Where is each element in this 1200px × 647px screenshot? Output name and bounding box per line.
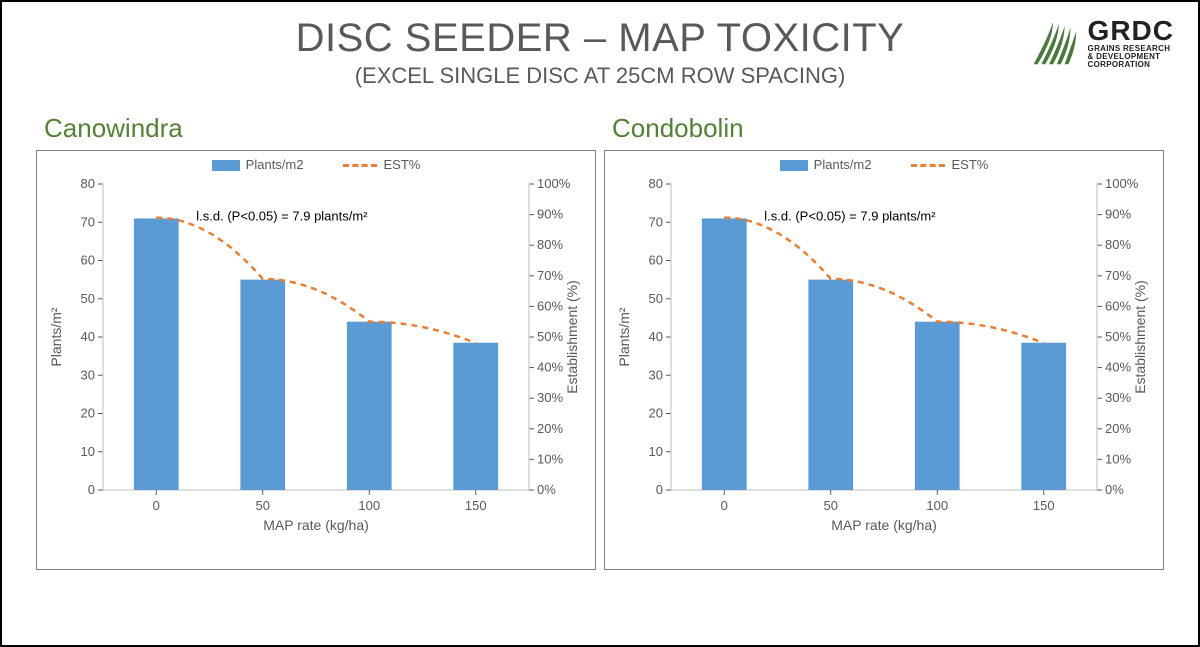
chart-frame: Plants/m2 EST% 0 10 20 30 40 50 60 70 80 0% 10% 20%… [604, 150, 1164, 570]
svg-text:20: 20 [649, 406, 663, 421]
location-title: Canowindra [44, 113, 596, 144]
svg-text:40: 40 [81, 329, 95, 344]
svg-text:Establishment (%): Establishment (%) [564, 280, 580, 394]
svg-text:80: 80 [649, 176, 663, 191]
svg-text:10%: 10% [537, 451, 563, 466]
svg-text:10: 10 [81, 444, 95, 459]
svg-text:20%: 20% [537, 421, 563, 436]
bar [915, 322, 960, 490]
svg-text:150: 150 [1033, 498, 1055, 513]
svg-text:30: 30 [649, 367, 663, 382]
location-title: Condobolin [612, 113, 1164, 144]
svg-text:60: 60 [81, 253, 95, 268]
svg-text:50: 50 [256, 498, 270, 513]
svg-text:Plants/m²: Plants/m² [616, 307, 632, 366]
legend-line: EST% [911, 157, 988, 172]
svg-text:60: 60 [649, 253, 663, 268]
svg-text:50: 50 [824, 498, 838, 513]
svg-text:100%: 100% [1105, 176, 1139, 191]
svg-text:0%: 0% [1105, 482, 1124, 497]
slide-title: DISC SEEDER – MAP TOXICITY [30, 16, 1170, 61]
svg-text:0: 0 [721, 498, 728, 513]
svg-text:l.s.d. (P<0.05) = 7.9 plants/m: l.s.d. (P<0.05) = 7.9 plants/m² [196, 208, 368, 223]
svg-text:70%: 70% [537, 268, 563, 283]
svg-text:100: 100 [926, 498, 948, 513]
svg-text:70: 70 [81, 214, 95, 229]
svg-text:80%: 80% [537, 237, 563, 252]
svg-text:30%: 30% [537, 390, 563, 405]
legend-bar: Plants/m2 [780, 157, 872, 172]
chart-condobolin: Condobolin Plants/m2 EST% 0 10 20 30 40 50 60 7… [604, 113, 1164, 570]
bar [134, 218, 179, 490]
logo-line3: CORPORATION [1088, 61, 1174, 69]
svg-text:MAP rate (kg/ha): MAP rate (kg/ha) [263, 517, 369, 533]
logo-brand: GRDC [1088, 17, 1174, 45]
plot-area: 0 10 20 30 40 50 60 70 80 0% 10% 20% 30% 40% 50% 60% 70%… [43, 176, 589, 536]
svg-text:40%: 40% [537, 360, 563, 375]
svg-text:0: 0 [88, 482, 95, 497]
est-line [156, 218, 476, 343]
chart-frame: Plants/m2 EST% 0 10 20 30 40 50 60 70 80 0% 10% 20%… [36, 150, 596, 570]
legend-line: EST% [343, 157, 420, 172]
svg-text:50%: 50% [1105, 329, 1131, 344]
svg-text:0: 0 [656, 482, 663, 497]
svg-text:100: 100 [358, 498, 380, 513]
svg-text:20: 20 [81, 406, 95, 421]
grdc-logo: GRDC GRAINS RESEARCH & DEVELOPMENT CORPO… [1024, 14, 1174, 72]
svg-text:10: 10 [649, 444, 663, 459]
svg-text:20%: 20% [1105, 421, 1131, 436]
bar [702, 218, 747, 490]
slide-subtitle: (EXCEL SINGLE DISC AT 25CM ROW SPACING) [30, 63, 1170, 89]
svg-text:70: 70 [649, 214, 663, 229]
svg-text:40: 40 [649, 329, 663, 344]
plot-area: 0 10 20 30 40 50 60 70 80 0% 10% 20% 30% 40% 50% 60% 70%… [611, 176, 1157, 536]
svg-text:Establishment (%): Establishment (%) [1132, 280, 1148, 394]
svg-text:50%: 50% [537, 329, 563, 344]
bar [347, 322, 392, 490]
wheat-icon [1024, 14, 1082, 72]
svg-text:90%: 90% [537, 207, 563, 222]
chart-canowindra: Canowindra Plants/m2 EST% 0 10 20 30 40 50 60 7… [36, 113, 596, 570]
svg-text:0: 0 [153, 498, 160, 513]
svg-text:80: 80 [81, 176, 95, 191]
bar [1021, 343, 1066, 490]
bar [240, 280, 285, 490]
svg-text:Plants/m²: Plants/m² [48, 307, 64, 366]
svg-text:40%: 40% [1105, 360, 1131, 375]
legend: Plants/m2 EST% [43, 157, 589, 172]
svg-text:80%: 80% [1105, 237, 1131, 252]
legend-bar: Plants/m2 [212, 157, 304, 172]
svg-text:30: 30 [81, 367, 95, 382]
svg-text:60%: 60% [1105, 298, 1131, 313]
svg-text:MAP rate (kg/ha): MAP rate (kg/ha) [831, 517, 937, 533]
svg-text:l.s.d. (P<0.05) = 7.9 plants/m: l.s.d. (P<0.05) = 7.9 plants/m² [764, 208, 936, 223]
svg-text:70%: 70% [1105, 268, 1131, 283]
svg-text:100%: 100% [537, 176, 571, 191]
bar [808, 280, 853, 490]
bar [453, 343, 498, 490]
svg-text:30%: 30% [1105, 390, 1131, 405]
svg-text:10%: 10% [1105, 451, 1131, 466]
svg-text:50: 50 [649, 291, 663, 306]
svg-text:50: 50 [81, 291, 95, 306]
svg-text:0%: 0% [537, 482, 556, 497]
svg-text:90%: 90% [1105, 207, 1131, 222]
legend: Plants/m2 EST% [611, 157, 1157, 172]
svg-text:60%: 60% [537, 298, 563, 313]
svg-text:150: 150 [465, 498, 487, 513]
est-line [724, 218, 1044, 343]
